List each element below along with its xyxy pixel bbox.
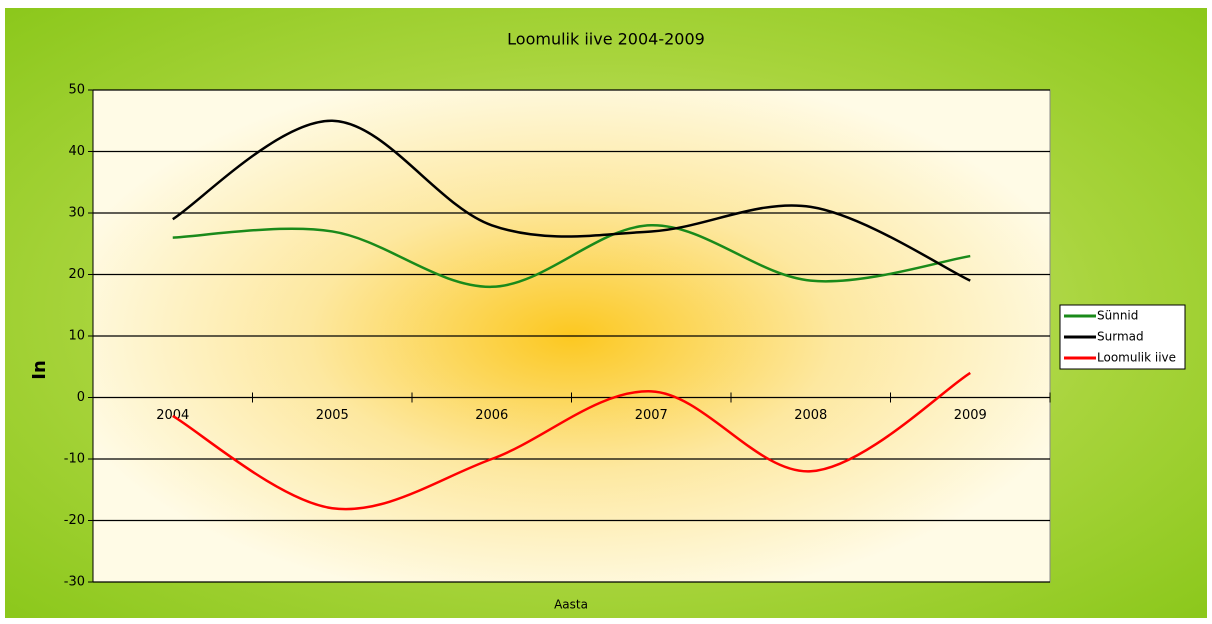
series-line bbox=[172, 371, 971, 511]
x-tick-label: 2006 bbox=[475, 408, 508, 423]
y-tick-label: -30 bbox=[64, 575, 85, 590]
y-tick-label: 40 bbox=[68, 144, 85, 159]
x-tick-label: 2008 bbox=[794, 408, 827, 423]
x-tick-label: 2004 bbox=[156, 408, 189, 423]
y-tick-label: 30 bbox=[68, 206, 85, 221]
x-tick-label: 2005 bbox=[316, 408, 349, 423]
y-tick-label: 10 bbox=[68, 329, 85, 344]
series-line bbox=[172, 224, 971, 289]
y-tick-label: 0 bbox=[77, 390, 85, 405]
x-axis-label: Aasta bbox=[554, 598, 588, 612]
legend-label: Sünnid bbox=[1097, 309, 1138, 323]
legend-label: Surmad bbox=[1097, 330, 1144, 344]
x-tick-label: 2009 bbox=[954, 408, 987, 423]
chart-title: Loomulik iive 2004-2009 bbox=[507, 30, 705, 49]
legend-label: Loomulik iive bbox=[1097, 351, 1176, 365]
x-tick-label: 2007 bbox=[635, 408, 668, 423]
y-tick-label: -10 bbox=[64, 452, 85, 467]
y-tick-label: 50 bbox=[68, 83, 85, 98]
y-tick-label: -20 bbox=[64, 513, 85, 528]
y-axis-label: In bbox=[29, 360, 50, 380]
y-tick-label: 20 bbox=[68, 267, 85, 282]
series-line bbox=[172, 119, 971, 282]
